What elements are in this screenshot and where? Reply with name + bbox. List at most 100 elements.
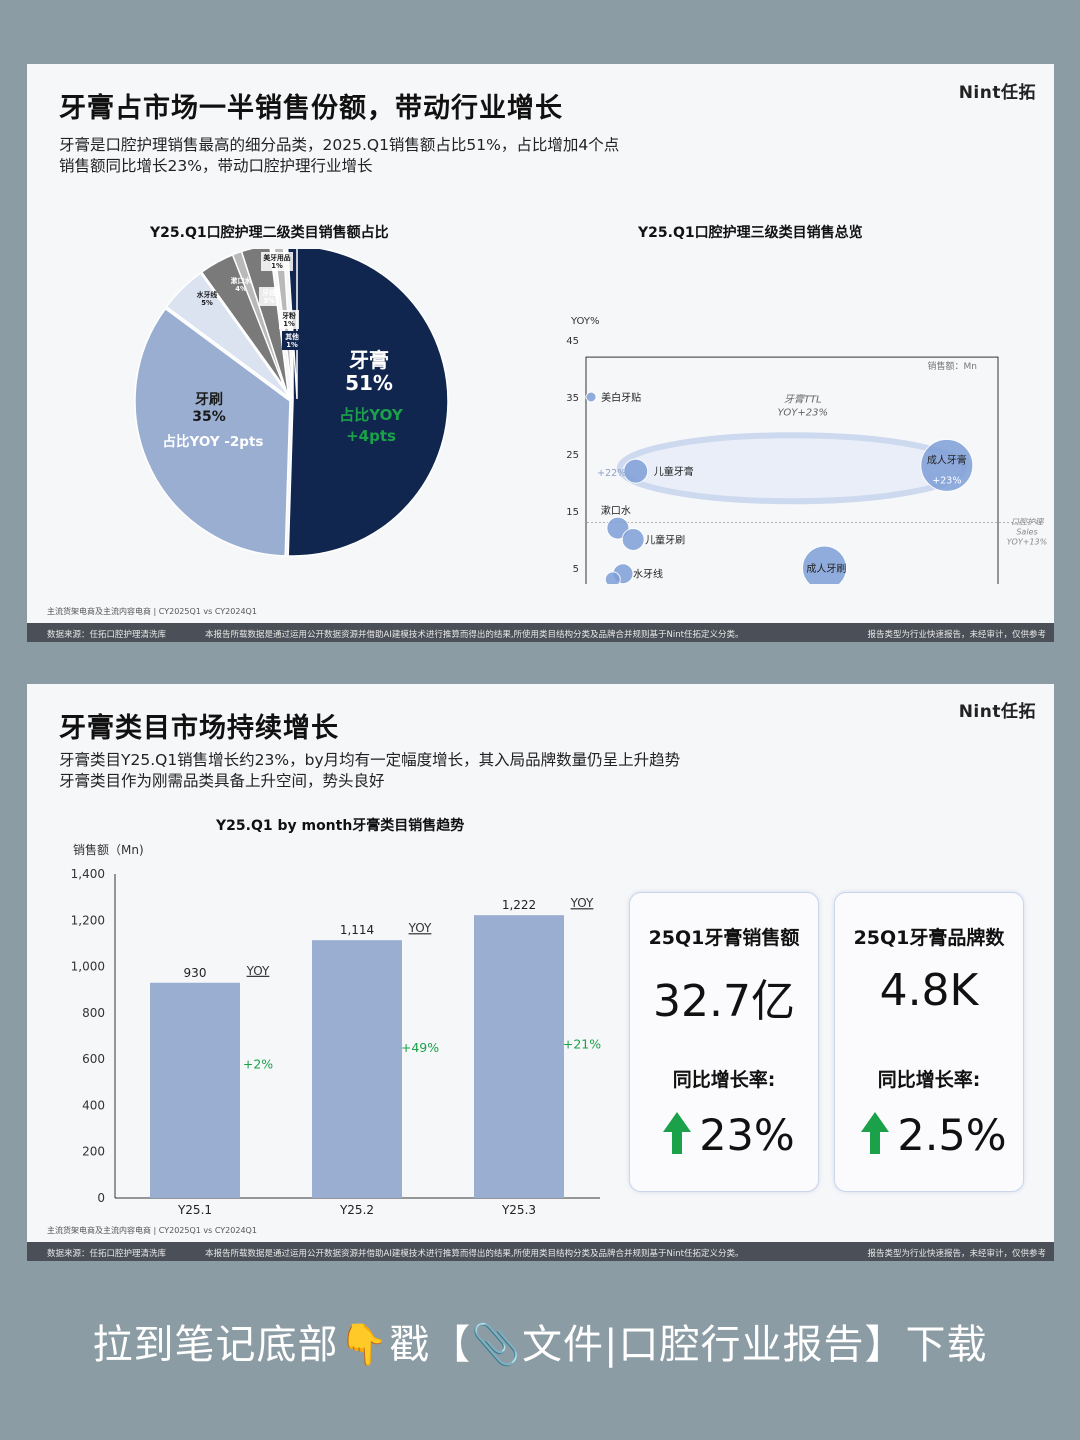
download-banner: 拉到笔记底部👇戳【📎文件|口腔行业报告】下载	[92, 1322, 988, 1368]
y-tick-label: 45	[566, 336, 579, 347]
kpi-value: 32.7亿	[653, 976, 795, 1027]
y-tick-label: 1,000	[71, 960, 105, 974]
kpi-title: 25Q1牙膏销售额	[648, 927, 800, 949]
bubble-成人牙刷	[801, 545, 847, 584]
footer-disclaimer: 本报告所载数据是通过运用公开数据资源并借助AI建模技术进行推算而得出的结果,所使…	[205, 630, 744, 640]
bubble-label: 儿童牙刷	[645, 534, 685, 547]
bubble-美白牙贴	[585, 391, 597, 403]
pie-label-2: 水牙线	[196, 290, 218, 299]
bubble-label: 水牙线	[633, 568, 663, 581]
pie-pct-6: 1%	[283, 320, 295, 328]
pie-slice-5	[240, 249, 290, 400]
bar-value-label: 1,222	[502, 898, 536, 912]
footer-report-type: 报告类型为行业快速报告，未经审计，仅供参考	[867, 1249, 1046, 1259]
pie-tag-bg-6	[279, 310, 299, 329]
pie-slice-1	[134, 307, 291, 557]
bar-chart: 销售额（Mn) 1,400 1,200 1,000 800 600 400 200 0 930 Y2…	[71, 842, 602, 1217]
pie-label-toothbrush: 牙刷	[195, 392, 223, 408]
pie-pct-2: 5%	[201, 299, 213, 307]
data-scope-note: 主流货架电商及主流内容电商 | CY2025Q1 vs CY2024Q1	[47, 1226, 257, 1235]
bar-value-label: 1,114	[340, 923, 374, 937]
y-axis-label: 销售额（Mn)	[73, 842, 144, 857]
pie-label-toothpaste: 牙膏	[349, 348, 389, 372]
bubble-label: 成人牙刷	[806, 563, 846, 575]
reference-label-2: Sales	[1016, 527, 1037, 536]
y-tick-label: 25	[566, 450, 579, 461]
yoy-value: +2%	[243, 1056, 273, 1071]
bubble-label: 成人牙膏	[927, 453, 967, 466]
subtitle-line-2: 牙膏类目作为刚需品类具备上升空间，势头良好	[59, 772, 385, 790]
footer-disclaimer: 本报告所载数据是通过运用公开数据资源并借助AI建模技术进行推算而得出的结果,所使…	[205, 1249, 744, 1259]
yoy-value: +21%	[563, 1037, 601, 1052]
pie-tag-bg-5	[259, 287, 279, 306]
footer-bar: 数据来源：任拓口腔护理清洗库 本报告所载数据是通过运用公开数据资源并借助AI建模…	[27, 623, 1054, 642]
y-tick-label: 5	[573, 564, 579, 575]
kpi-value: 4.8K	[879, 965, 979, 1016]
kpi-growth: 2.5%	[845, 1111, 1023, 1161]
pie-tag-bg-4	[261, 252, 293, 271]
y-tick-label: 1,200	[71, 913, 105, 927]
kpi-growth-value: 23%	[699, 1111, 795, 1161]
bar-Y25.1	[150, 982, 240, 1198]
slide-title: 牙膏占市场一半销售份额，带动行业增长	[59, 93, 563, 124]
y-tick-label: 1,400	[71, 867, 105, 881]
scatter-chart-title: Y25.Q1口腔护理三级类目销售总览	[638, 225, 863, 241]
pie-label-6: 牙粉	[282, 311, 296, 320]
pie-label-7: 其他	[285, 332, 299, 341]
pie-pct-4: 1%	[271, 262, 283, 270]
subtitle-line-1: 牙膏是口腔护理销售最高的细分品类，2025.Q1销售额占比51%，占比增加4个点	[59, 136, 620, 154]
x-tick-label: Y25.2	[339, 1203, 374, 1217]
pie-pct-7: 1%	[286, 341, 298, 349]
subtitle-line-1: 牙膏类目Y25.Q1销售增长约23%，by月均有一定幅度增长，其入局品牌数量仍呈…	[59, 751, 681, 769]
pie-label-4: 美牙用品	[263, 253, 290, 262]
y-tick-label: 400	[82, 1098, 105, 1112]
kpi-title: 25Q1牙膏品牌数	[853, 927, 1005, 949]
pie-yoy-toothpaste: 占比YOY	[339, 406, 404, 424]
bar-value-label: 930	[184, 966, 207, 980]
y-tick-label: 600	[82, 1052, 105, 1066]
pie-tag-bg-7	[282, 331, 302, 350]
arrow-up-icon	[663, 1112, 692, 1154]
bar-Y25.2	[312, 940, 402, 1198]
x-tick-label: Y25.1	[177, 1203, 212, 1217]
bubble-成人牙膏	[920, 438, 974, 492]
group-label-1: 牙膏TTL	[784, 394, 822, 406]
pie-slice-0	[287, 249, 449, 557]
reference-label-1: 口腔护理	[1011, 517, 1044, 526]
kpi-growth-label: 同比增长率:	[672, 1069, 776, 1091]
kpi-growth-value: 2.5%	[897, 1111, 1007, 1161]
footer-bar: 数据来源：任拓口腔护理清洗库 本报告所载数据是通过运用公开数据资源并借助AI建模…	[27, 1242, 1054, 1261]
pie-pct-5: 3%	[263, 297, 275, 305]
pie-chart-title: Y25.Q1口腔护理二级类目销售额占比	[150, 225, 389, 241]
bubble-label: 儿童牙膏	[654, 465, 694, 478]
pie-pct-toothpaste: 51%	[345, 371, 393, 395]
pie-yoy-value-toothpaste: +4pts	[346, 427, 396, 445]
yoy-header: YOY	[408, 921, 432, 935]
kpi-growth: 23%	[640, 1111, 818, 1161]
y-tick-label: 15	[566, 507, 579, 518]
pie-slice-2	[165, 271, 292, 400]
pie-pct-3: 4%	[235, 285, 247, 293]
kpi-growth-label: 同比增长率:	[877, 1069, 981, 1091]
pie-yoy-toothbrush: 占比YOY -2pts	[163, 433, 264, 450]
slide-market-share: 牙膏占市场一半销售份额，带动行业增长 Nint任拓 牙膏是口腔护理销售最高的细分…	[27, 64, 1054, 642]
x-tick-label: Y25.3	[501, 1203, 536, 1217]
footer-source: 数据来源：任拓口腔护理清洗库	[47, 630, 167, 640]
bubble-儿童牙刷	[621, 528, 645, 551]
bar-Y25.3	[474, 915, 564, 1198]
yoy-value: +49%	[401, 1040, 439, 1055]
pie-label-3: 漱口水	[231, 276, 252, 285]
unit-note: 销售额：Mn	[928, 360, 977, 372]
yoy-header: YOY	[246, 964, 270, 978]
brand-logo: Nint任拓	[958, 83, 1036, 103]
y-tick-label: 800	[82, 1006, 105, 1020]
pie-label-5: 牙线	[262, 288, 276, 297]
yoy-header: YOY	[570, 896, 594, 910]
data-scope-note: 主流货架电商及主流内容电商 | CY2025Q1 vs CY2024Q1	[47, 607, 257, 616]
group-label-2: YOY+23%	[777, 408, 828, 419]
y-tick-label: 200	[82, 1145, 105, 1159]
bubble-yoy-note: +23%	[932, 475, 961, 486]
pie-pct-toothbrush: 35%	[192, 409, 226, 425]
plot-frame	[585, 356, 999, 584]
